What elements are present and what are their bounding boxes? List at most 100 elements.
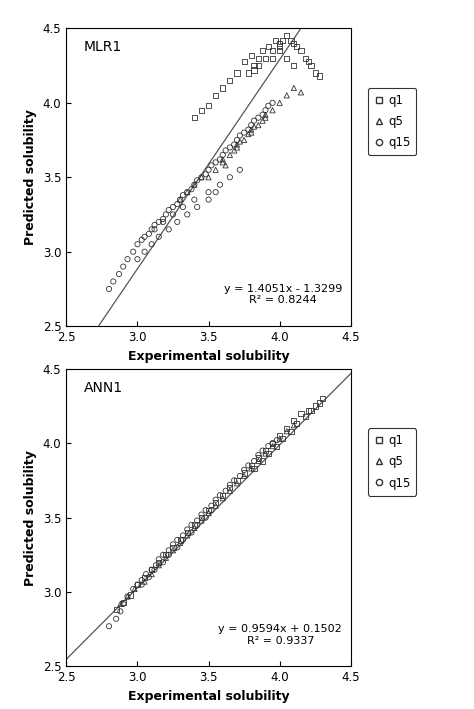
Point bbox=[219, 157, 227, 168]
Point bbox=[255, 119, 262, 130]
Point bbox=[191, 519, 198, 530]
Point bbox=[290, 60, 298, 72]
Point bbox=[191, 179, 198, 191]
Point bbox=[230, 139, 238, 150]
Point bbox=[304, 405, 312, 416]
Point bbox=[173, 542, 181, 553]
Point bbox=[269, 104, 276, 116]
Point bbox=[250, 455, 258, 467]
Point bbox=[119, 261, 127, 272]
Point bbox=[191, 112, 198, 123]
Point bbox=[276, 38, 283, 49]
Point bbox=[212, 90, 219, 101]
Point bbox=[124, 591, 131, 602]
Point bbox=[169, 209, 177, 220]
Point bbox=[176, 535, 184, 546]
Point bbox=[141, 576, 148, 587]
Point bbox=[279, 35, 286, 46]
Point bbox=[151, 224, 158, 235]
Point bbox=[179, 530, 187, 541]
Point bbox=[283, 30, 291, 41]
Point bbox=[233, 139, 241, 150]
X-axis label: Experimental solubility: Experimental solubility bbox=[128, 350, 289, 362]
Point bbox=[245, 459, 252, 471]
Point bbox=[212, 497, 219, 508]
Point bbox=[250, 65, 258, 76]
Text: y = 0.9594x + 0.1502
R² = 0.9337: y = 0.9594x + 0.1502 R² = 0.9337 bbox=[219, 624, 342, 646]
Point bbox=[236, 470, 244, 481]
Point bbox=[226, 150, 234, 161]
Point bbox=[236, 164, 244, 175]
Point bbox=[162, 549, 170, 560]
Point bbox=[272, 35, 279, 46]
Point bbox=[230, 145, 238, 156]
Point bbox=[301, 52, 309, 64]
Point bbox=[245, 67, 252, 79]
Point bbox=[236, 136, 244, 147]
Text: y = 1.4051x - 1.3299
R² = 0.8244: y = 1.4051x - 1.3299 R² = 0.8244 bbox=[224, 284, 342, 306]
Point bbox=[307, 60, 315, 72]
Point bbox=[148, 238, 155, 250]
Point bbox=[250, 463, 258, 474]
Point bbox=[115, 268, 123, 279]
Point bbox=[226, 172, 234, 183]
Point bbox=[148, 224, 155, 235]
Point bbox=[198, 104, 205, 116]
Point bbox=[129, 246, 137, 257]
Point bbox=[188, 184, 195, 195]
Point bbox=[205, 186, 212, 198]
Point bbox=[316, 70, 323, 82]
Point bbox=[202, 169, 210, 180]
Point bbox=[155, 557, 163, 568]
Point bbox=[216, 489, 224, 501]
Point bbox=[159, 557, 167, 568]
Point bbox=[264, 40, 272, 52]
Point bbox=[311, 67, 319, 79]
Point bbox=[183, 524, 191, 535]
Point bbox=[165, 545, 173, 556]
Legend: q1, q5, q15: q1, q5, q15 bbox=[368, 88, 416, 155]
Point bbox=[273, 440, 281, 452]
Point bbox=[255, 455, 262, 467]
Point bbox=[159, 213, 167, 225]
Point bbox=[283, 90, 291, 101]
Point bbox=[290, 38, 298, 49]
Point bbox=[169, 545, 177, 556]
Point bbox=[262, 448, 269, 459]
Point bbox=[134, 253, 141, 264]
Point bbox=[269, 440, 276, 452]
Point bbox=[119, 598, 127, 610]
Point bbox=[287, 425, 295, 437]
Text: ANN1: ANN1 bbox=[83, 381, 123, 395]
Point bbox=[176, 537, 184, 549]
Point bbox=[269, 52, 276, 64]
Y-axis label: Predicted solubility: Predicted solubility bbox=[24, 450, 37, 586]
Point bbox=[198, 509, 205, 520]
Point bbox=[183, 209, 191, 220]
Point bbox=[162, 552, 170, 564]
Point bbox=[183, 527, 191, 538]
Point bbox=[212, 157, 219, 168]
Point bbox=[148, 564, 155, 576]
Point bbox=[250, 115, 258, 126]
Point bbox=[226, 142, 234, 153]
Point bbox=[222, 145, 229, 156]
Point bbox=[212, 500, 219, 511]
Point bbox=[159, 216, 167, 228]
Point bbox=[233, 475, 241, 486]
Point bbox=[205, 505, 212, 516]
Point bbox=[124, 253, 131, 264]
Point bbox=[145, 571, 153, 583]
Point bbox=[134, 579, 141, 590]
Point bbox=[247, 124, 255, 135]
Point bbox=[301, 411, 309, 422]
Point bbox=[316, 397, 323, 408]
Point bbox=[255, 60, 262, 72]
Point bbox=[134, 579, 141, 590]
Point bbox=[159, 549, 167, 560]
Point bbox=[131, 584, 138, 595]
Point bbox=[269, 45, 276, 57]
Point bbox=[191, 523, 198, 534]
Point bbox=[169, 539, 177, 550]
Point bbox=[290, 82, 298, 94]
